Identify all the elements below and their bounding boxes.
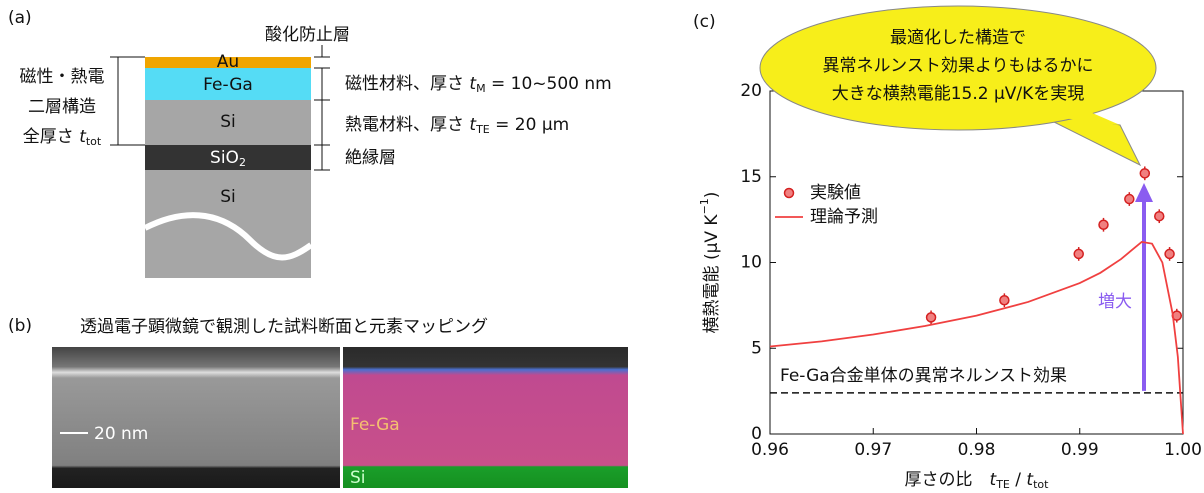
x-axis-label-part: 厚さの比 xyxy=(905,470,990,490)
x-tick-label: 0.97 xyxy=(854,440,892,460)
y-tick-label: 5 xyxy=(751,338,762,358)
panel-label: (c) xyxy=(693,12,716,32)
reference-label: Fe-Ga合金単体の異常ネルンスト効果 xyxy=(780,366,1067,386)
theory-line xyxy=(770,242,1183,434)
data-point xyxy=(1140,169,1149,178)
x-axis-label-part: TE xyxy=(995,478,1010,491)
side-label: 二層構造 xyxy=(28,97,96,117)
y-axis-label-part: −1 xyxy=(698,198,711,214)
layer-label: Si xyxy=(220,112,236,132)
annotation: 酸化防止層 xyxy=(265,25,350,45)
data-point xyxy=(1000,296,1009,305)
side-label: 全厚さ ttot xyxy=(23,127,102,148)
y-tick-label: 20 xyxy=(740,81,762,101)
element-label: Fe-Ga xyxy=(350,415,400,435)
x-tick-label: 0.98 xyxy=(958,440,996,460)
layer-label: Au xyxy=(217,52,239,72)
annotation: 磁性材料、厚さ tM = 10~500 nm xyxy=(345,74,612,95)
data-point xyxy=(1074,249,1083,258)
annotation: 熱電材料、厚さ tTE = 20 μm xyxy=(345,115,569,136)
y-tick-label: 15 xyxy=(740,167,762,187)
layer-label: Fe-Ga xyxy=(203,75,253,95)
x-axis-label-part: tot xyxy=(1033,478,1049,491)
arrow-label: 増大 xyxy=(1098,292,1132,312)
element-label: Si xyxy=(350,468,366,488)
callout-text: 異常ネルンスト効果よりもはるかに xyxy=(823,56,1094,76)
data-point xyxy=(927,313,936,322)
x-axis-label: 厚さの比 tTE / ttot xyxy=(905,470,1050,491)
y-axis-label-part: 横熱電能 (μV K xyxy=(702,214,722,334)
side-label: 磁性・熱電 xyxy=(20,67,105,87)
x-tick-label: 0.99 xyxy=(1061,440,1099,460)
y-tick-label: 0 xyxy=(751,424,762,444)
data-point xyxy=(1165,249,1174,258)
panel-label: (a) xyxy=(8,8,32,28)
y-axis-label-part: ) xyxy=(702,192,722,199)
legend-marker xyxy=(785,189,794,198)
x-tick-label: 1.00 xyxy=(1164,440,1202,460)
data-point xyxy=(1155,212,1164,221)
y-tick-label: 10 xyxy=(740,253,762,273)
brackets xyxy=(314,45,330,170)
tem-image xyxy=(52,347,340,488)
x-axis-label-part: / xyxy=(1010,470,1027,490)
arrow-head xyxy=(1135,183,1153,202)
scale-label: 20 nm xyxy=(94,424,148,444)
legend-label: 理論予測 xyxy=(810,207,878,227)
callout-text: 大きな横熱電能15.2 μV/Kを実現 xyxy=(832,84,1085,104)
data-point xyxy=(1125,195,1134,204)
figure: (a) Au Fe-Ga Si SiO2 Si 磁性・熱電 二層構造 全厚さ t… xyxy=(0,0,1204,493)
panel-label: (b) xyxy=(8,316,32,336)
legend-label: 実験値 xyxy=(810,183,861,203)
layer-label: Si xyxy=(220,187,236,207)
callout-text: 最適化した構造で xyxy=(890,28,1026,48)
panel-title: 透過電子顕微鏡で観測した試料断面と元素マッピング xyxy=(80,317,488,337)
data-point xyxy=(1099,220,1108,229)
y-axis-label: 横熱電能 (μV K−1) xyxy=(698,192,722,334)
annotation: 絶縁層 xyxy=(345,148,396,168)
